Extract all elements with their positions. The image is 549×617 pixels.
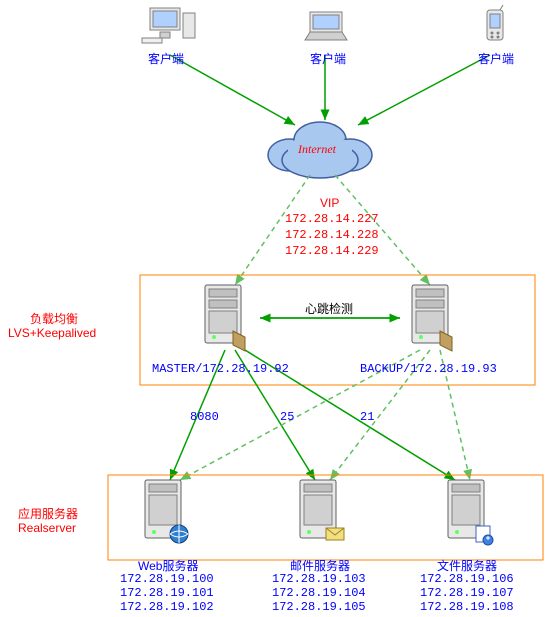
client-label-2: 客户端 bbox=[310, 50, 346, 67]
client-label-1: 客户端 bbox=[148, 50, 184, 67]
file-ip-2: 172.28.19.108 bbox=[420, 600, 514, 614]
client-label-3: 客户端 bbox=[478, 50, 514, 67]
port-web: 8080 bbox=[190, 410, 219, 424]
web-ip-0: 172.28.19.100 bbox=[120, 572, 214, 586]
laptop-icon bbox=[305, 12, 347, 40]
file-ip-1: 172.28.19.107 bbox=[420, 586, 514, 600]
master-server-icon bbox=[205, 285, 245, 351]
app-label-1: 应用服务器 bbox=[18, 505, 78, 522]
phone-icon bbox=[487, 5, 503, 40]
lb-label-1: 负载均衡 bbox=[30, 310, 78, 327]
file-ip-0: 172.28.19.106 bbox=[420, 572, 514, 586]
mail-ip-2: 172.28.19.105 bbox=[272, 600, 366, 614]
vip-title: VIP bbox=[320, 196, 339, 210]
file-server-icon bbox=[448, 480, 493, 545]
diagram-canvas bbox=[0, 0, 549, 617]
vip-ip-2: 172.28.14.229 bbox=[285, 244, 379, 258]
port-file: 21 bbox=[360, 410, 374, 424]
app-label-2: Realserver bbox=[18, 521, 76, 535]
web-ip-2: 172.28.19.102 bbox=[120, 600, 214, 614]
heartbeat-label: 心跳检测 bbox=[305, 300, 353, 317]
web-server-icon bbox=[145, 480, 188, 543]
backup-label: BACKUP/172.28.19.93 bbox=[360, 362, 497, 376]
port-mail: 25 bbox=[280, 410, 294, 424]
backup-server-icon bbox=[412, 285, 452, 351]
vip-ip-1: 172.28.14.228 bbox=[285, 228, 379, 242]
master-label: MASTER/172.28.19.92 bbox=[152, 362, 289, 376]
mail-server-icon bbox=[300, 480, 344, 540]
mail-ip-1: 172.28.19.104 bbox=[272, 586, 366, 600]
vip-ip-0: 172.28.14.227 bbox=[285, 212, 379, 226]
internet-label: Internet bbox=[298, 142, 336, 157]
web-ip-1: 172.28.19.101 bbox=[120, 586, 214, 600]
lb-label-2: LVS+Keepalived bbox=[8, 326, 96, 340]
desktop-icon bbox=[142, 8, 195, 43]
mail-ip-0: 172.28.19.103 bbox=[272, 572, 366, 586]
